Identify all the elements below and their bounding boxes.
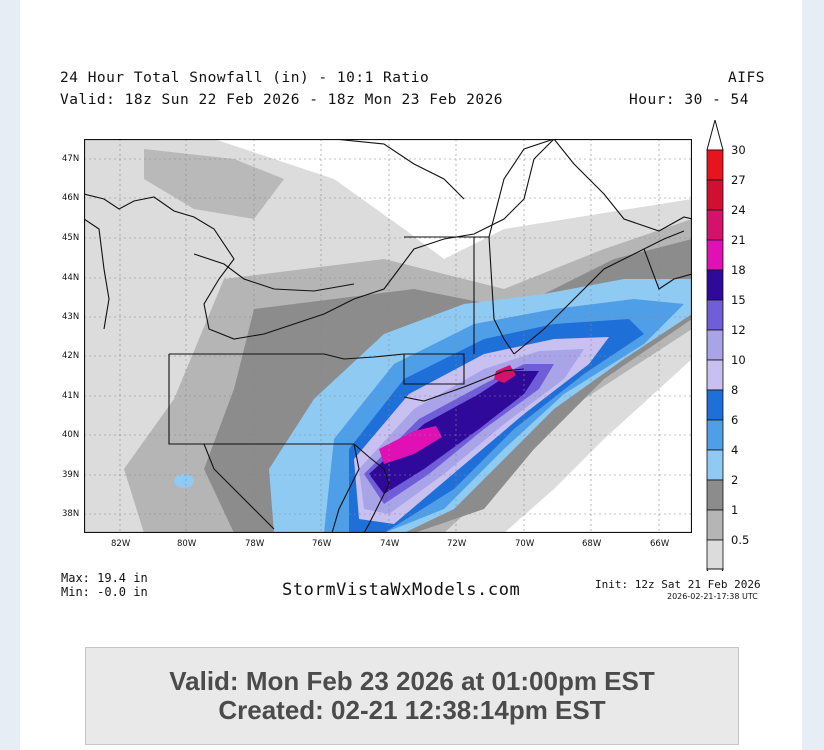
colorbar-level-label: 10 bbox=[731, 353, 746, 367]
lat-label: 42N bbox=[62, 351, 80, 361]
lon-label: 80W bbox=[177, 539, 197, 549]
colorbar-level-label: 8 bbox=[731, 383, 739, 397]
colorbar-swatch bbox=[706, 179, 724, 211]
snowfall-shading bbox=[84, 139, 692, 533]
lat-label: 47N bbox=[62, 154, 80, 164]
lat-label: 46N bbox=[62, 193, 80, 203]
colorbar-swatch bbox=[706, 149, 724, 181]
colorbar-level-label: 2 bbox=[731, 473, 739, 487]
forecast-hours: Hour: 30 - 54 bbox=[629, 92, 749, 108]
lon-label: 74W bbox=[380, 539, 400, 549]
lon-label: 76W bbox=[312, 539, 332, 549]
colorbar-bottom-arrow bbox=[706, 568, 724, 571]
valid-range: Valid: 18z Sun 22 Feb 2026 - 18z Mon 23 … bbox=[60, 92, 504, 108]
lon-label: 78W bbox=[245, 539, 265, 549]
lat-label: 45N bbox=[62, 233, 80, 243]
snowfall-colorbar bbox=[706, 120, 724, 571]
lat-label: 41N bbox=[62, 391, 80, 401]
created-time: Created: 02-21 12:38:14pm EST bbox=[218, 695, 606, 725]
colorbar-swatch bbox=[706, 419, 724, 451]
colorbar-level-label: 27 bbox=[731, 173, 746, 187]
colorbar-level-label: 18 bbox=[731, 263, 746, 277]
max-value: Max: 19.4 in bbox=[61, 571, 148, 585]
colorbar-swatch bbox=[706, 359, 724, 391]
lon-label: 66W bbox=[650, 539, 670, 549]
colorbar-level-label: 15 bbox=[731, 293, 746, 307]
lat-label: 39N bbox=[62, 470, 80, 480]
colorbar-level-label: 21 bbox=[731, 233, 746, 247]
colorbar-level-label: 12 bbox=[731, 323, 746, 337]
colorbar-swatch bbox=[706, 209, 724, 241]
lat-label: 38N bbox=[62, 509, 80, 519]
colorbar-swatch bbox=[706, 449, 724, 481]
colorbar-swatch bbox=[706, 389, 724, 421]
valid-info-box: Valid: Mon Feb 23 2026 at 01:00pm EST Cr… bbox=[85, 647, 739, 745]
lat-label: 43N bbox=[62, 312, 80, 322]
lat-label: 44N bbox=[62, 273, 80, 283]
colorbar-swatch bbox=[706, 269, 724, 301]
colorbar-level-label: 0.5 bbox=[731, 533, 750, 547]
lon-label: 68W bbox=[582, 539, 602, 549]
colorbar-swatch bbox=[706, 329, 724, 361]
init-time: Init: 12z Sat 21 Feb 2026 bbox=[595, 578, 761, 591]
site-watermark: StormVistaWxModels.com bbox=[282, 580, 521, 600]
model-name: AIFS bbox=[728, 70, 765, 86]
snowfall-map bbox=[84, 139, 692, 533]
colorbar-swatch bbox=[706, 479, 724, 511]
colorbar-level-label: 4 bbox=[731, 443, 739, 457]
colorbar-level-label: 30 bbox=[731, 143, 746, 157]
lat-label: 40N bbox=[62, 430, 80, 440]
generated-time: 2026-02-21-17:38 UTC bbox=[667, 592, 758, 601]
lon-label: 82W bbox=[111, 539, 131, 549]
valid-time: Valid: Mon Feb 23 2026 at 01:00pm EST bbox=[169, 666, 655, 696]
min-value: Min: -0.0 in bbox=[61, 585, 148, 599]
colorbar-swatch bbox=[706, 239, 724, 271]
colorbar-swatch bbox=[706, 539, 724, 571]
map-title: 24 Hour Total Snowfall (in) - 10:1 Ratio bbox=[60, 70, 430, 86]
political-boundaries bbox=[84, 139, 692, 533]
colorbar-swatch bbox=[706, 299, 724, 331]
lon-label: 70W bbox=[515, 539, 535, 549]
colorbar-top-arrow bbox=[706, 120, 724, 151]
colorbar-level-label: 6 bbox=[731, 413, 739, 427]
colorbar-level-label: 24 bbox=[731, 203, 746, 217]
colorbar-level-label: 1 bbox=[731, 503, 739, 517]
colorbar-swatch bbox=[706, 509, 724, 541]
lon-label: 72W bbox=[447, 539, 467, 549]
